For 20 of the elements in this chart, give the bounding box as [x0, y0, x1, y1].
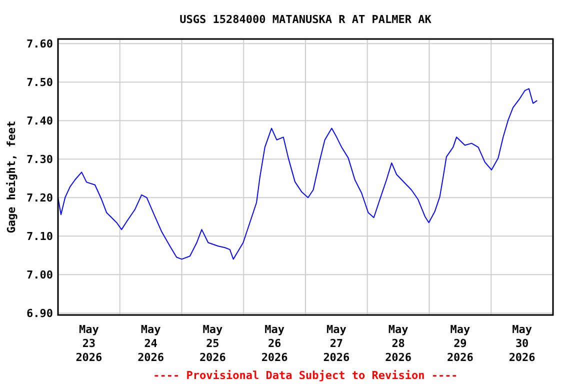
x-tick-label: May 30 2026: [508, 323, 536, 364]
y-axis-title: Gage height, feet: [5, 120, 18, 234]
x-tick-label: May 29 2026: [446, 323, 474, 364]
y-tick-label: 7.50: [26, 76, 53, 89]
y-tick-label: 7.00: [26, 268, 53, 282]
y-tick-label: 7.20: [26, 191, 53, 204]
x-tick-label: May 26 2026: [261, 323, 288, 364]
y-tick-label: 7.40: [26, 114, 53, 128]
x-tick-label: May 27 2026: [323, 323, 350, 364]
y-tick-label: 7.10: [26, 230, 53, 243]
x-tick-label: May 28 2026: [385, 323, 412, 364]
y-tick-label: 7.60: [26, 37, 53, 50]
y-tick-label: 6.90: [26, 306, 53, 320]
text: ---- Provisional Data Subject to Revision ----: [153, 369, 458, 382]
x-tick-label: May 23 2026: [76, 323, 103, 364]
chart-title: USGS 15284000 MATANUSKA R AT PALMER AK: [180, 13, 432, 26]
x-tick-label: May 25 2026: [199, 323, 226, 364]
line-series: [58, 88, 538, 260]
y-tick-label: 7.30: [26, 152, 53, 166]
x-tick-label: May 24 2026: [138, 323, 164, 364]
